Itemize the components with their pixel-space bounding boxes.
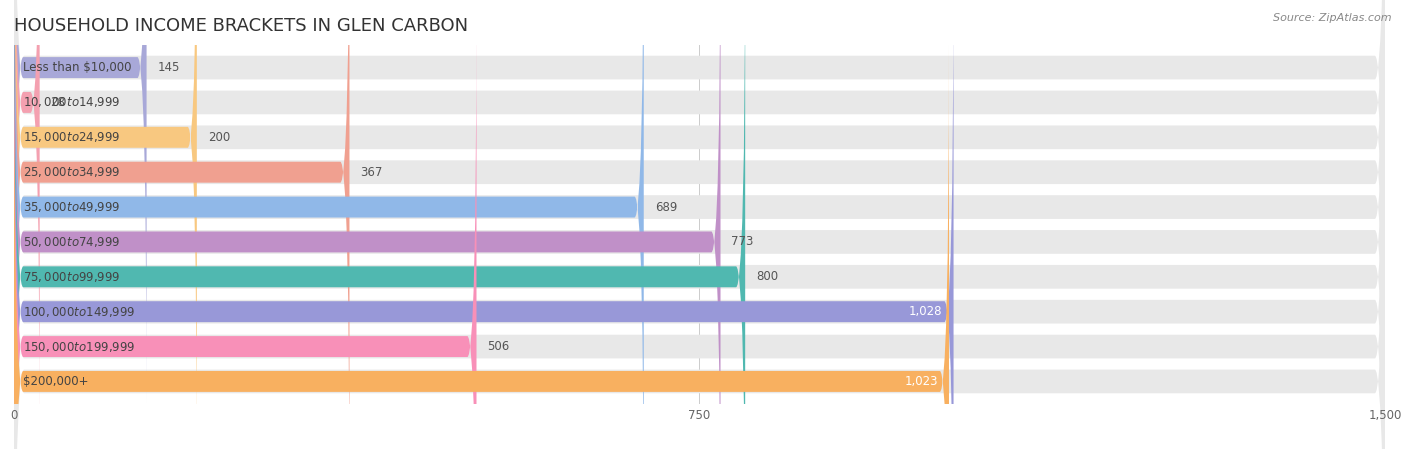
Text: 773: 773 bbox=[731, 235, 754, 248]
Text: 367: 367 bbox=[360, 166, 382, 179]
Text: 506: 506 bbox=[488, 340, 510, 353]
FancyBboxPatch shape bbox=[14, 0, 39, 441]
Text: 689: 689 bbox=[655, 201, 678, 214]
Text: $15,000 to $24,999: $15,000 to $24,999 bbox=[22, 130, 121, 144]
Text: $75,000 to $99,999: $75,000 to $99,999 bbox=[22, 270, 121, 284]
FancyBboxPatch shape bbox=[14, 0, 720, 449]
FancyBboxPatch shape bbox=[14, 0, 1385, 439]
Text: $35,000 to $49,999: $35,000 to $49,999 bbox=[22, 200, 121, 214]
FancyBboxPatch shape bbox=[14, 0, 1385, 449]
Text: $10,000 to $14,999: $10,000 to $14,999 bbox=[22, 96, 121, 110]
Text: Less than $10,000: Less than $10,000 bbox=[22, 61, 132, 74]
FancyBboxPatch shape bbox=[14, 10, 1385, 449]
FancyBboxPatch shape bbox=[14, 0, 350, 449]
FancyBboxPatch shape bbox=[14, 0, 146, 406]
FancyBboxPatch shape bbox=[14, 0, 197, 449]
Text: 200: 200 bbox=[208, 131, 231, 144]
FancyBboxPatch shape bbox=[14, 0, 1385, 449]
FancyBboxPatch shape bbox=[14, 0, 1385, 449]
FancyBboxPatch shape bbox=[14, 43, 949, 449]
Text: 1,028: 1,028 bbox=[910, 305, 942, 318]
FancyBboxPatch shape bbox=[14, 0, 1385, 449]
Text: $100,000 to $149,999: $100,000 to $149,999 bbox=[22, 305, 135, 319]
Text: 28: 28 bbox=[51, 96, 66, 109]
Text: Source: ZipAtlas.com: Source: ZipAtlas.com bbox=[1274, 13, 1392, 23]
Text: 1,023: 1,023 bbox=[904, 375, 938, 388]
FancyBboxPatch shape bbox=[14, 0, 1385, 449]
FancyBboxPatch shape bbox=[14, 0, 1385, 449]
Text: 800: 800 bbox=[756, 270, 779, 283]
FancyBboxPatch shape bbox=[14, 8, 477, 449]
Text: 145: 145 bbox=[157, 61, 180, 74]
Text: $200,000+: $200,000+ bbox=[22, 375, 89, 388]
FancyBboxPatch shape bbox=[14, 0, 953, 449]
FancyBboxPatch shape bbox=[14, 0, 1385, 449]
Text: HOUSEHOLD INCOME BRACKETS IN GLEN CARBON: HOUSEHOLD INCOME BRACKETS IN GLEN CARBON bbox=[14, 17, 468, 35]
FancyBboxPatch shape bbox=[14, 0, 644, 449]
Text: $50,000 to $74,999: $50,000 to $74,999 bbox=[22, 235, 121, 249]
FancyBboxPatch shape bbox=[14, 0, 1385, 449]
Text: $150,000 to $199,999: $150,000 to $199,999 bbox=[22, 339, 135, 353]
Text: $25,000 to $34,999: $25,000 to $34,999 bbox=[22, 165, 121, 179]
FancyBboxPatch shape bbox=[14, 0, 745, 449]
